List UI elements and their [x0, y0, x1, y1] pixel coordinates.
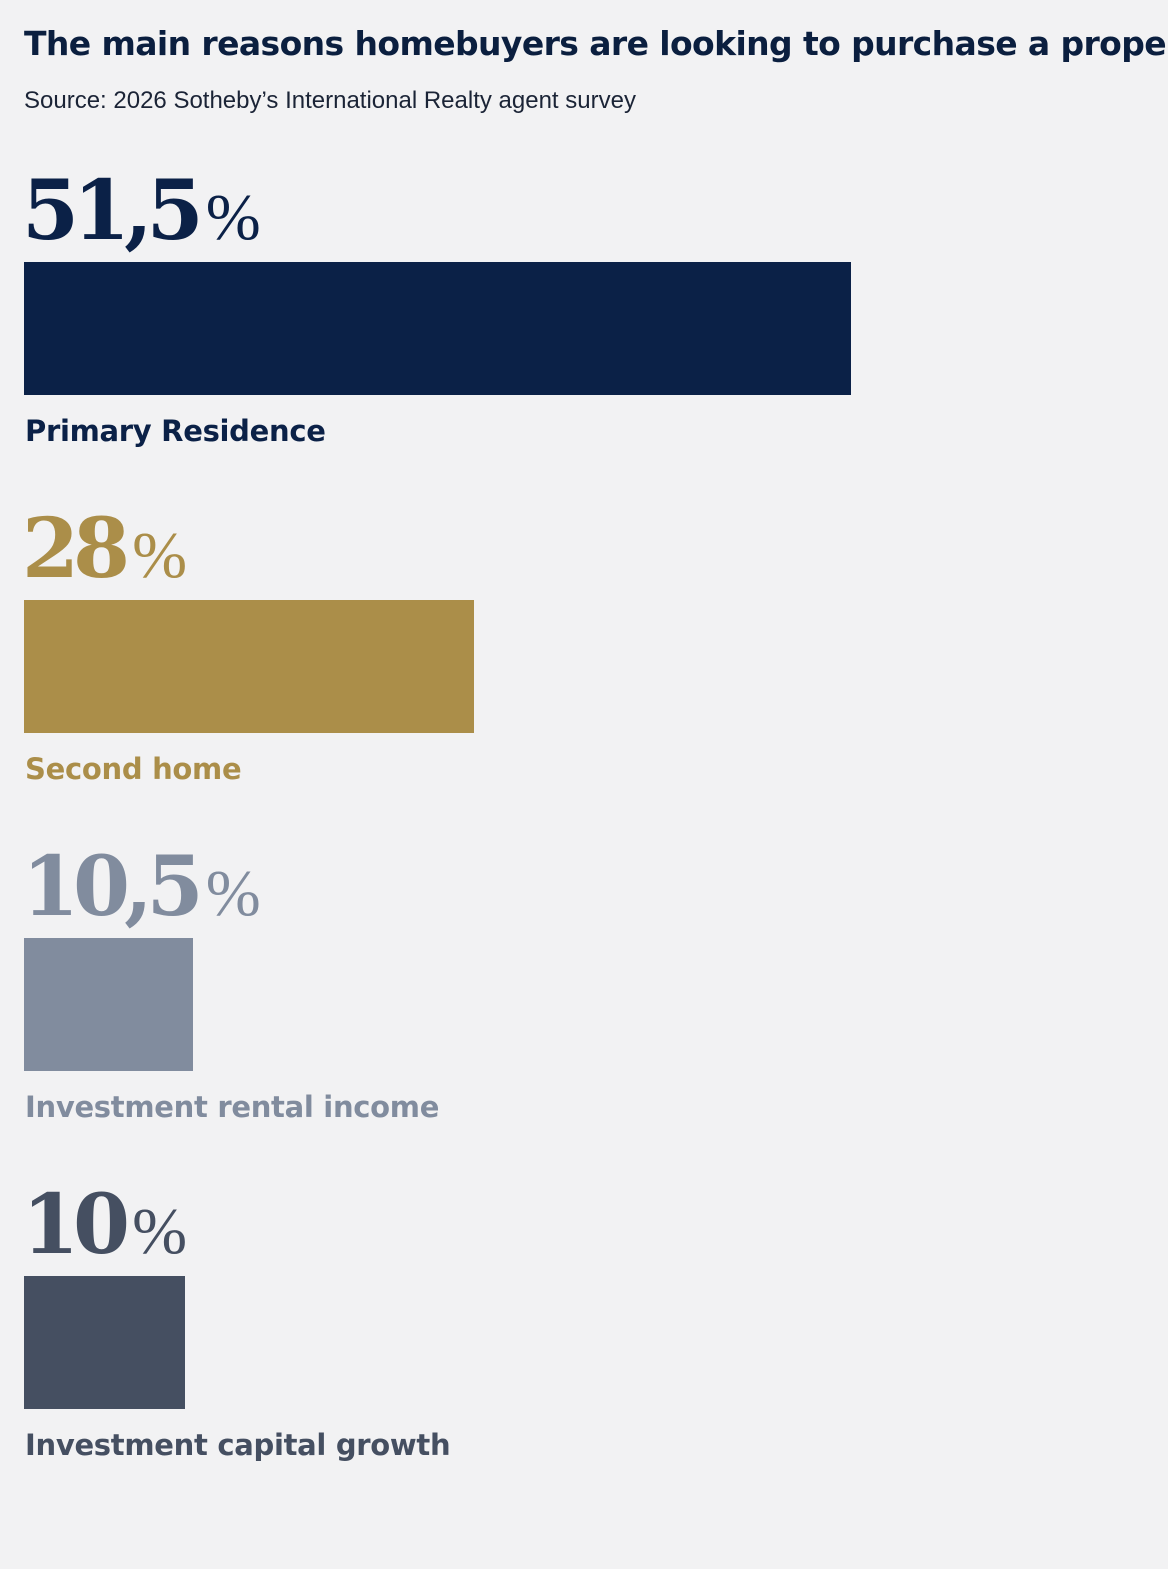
data-label: 10,5%	[22, 846, 261, 935]
chart-source: Source: 2026 Sotheby’s International Rea…	[24, 87, 636, 114]
bar-item: 10% Investment capital growth	[22, 1184, 1124, 1484]
category-label: Second home	[25, 752, 242, 786]
bar-item: 28% Second home	[22, 508, 1124, 808]
bar	[24, 600, 474, 733]
category-label: Investment capital growth	[25, 1428, 451, 1462]
data-label-value: 10	[22, 1177, 130, 1273]
bar	[24, 1276, 185, 1409]
bar	[24, 938, 193, 1071]
data-label: 28%	[22, 508, 187, 597]
data-label-unit: %	[205, 181, 261, 254]
data-label-value: 51,5	[22, 163, 204, 259]
bar-item: 10,5% Investment rental income	[22, 846, 1124, 1146]
data-label-unit: %	[205, 857, 261, 930]
bar	[24, 262, 851, 395]
data-label: 51,5%	[22, 170, 261, 259]
data-label-value: 10,5	[22, 839, 204, 935]
data-label-unit: %	[132, 1195, 188, 1268]
chart-title: The main reasons homebuyers are looking …	[24, 24, 1168, 63]
data-label-value: 28	[22, 501, 130, 597]
bar-item: 51,5% Primary Residence	[22, 170, 1124, 470]
data-label-unit: %	[132, 519, 188, 592]
category-label: Primary Residence	[25, 414, 326, 448]
data-label: 10%	[22, 1184, 187, 1273]
category-label: Investment rental income	[25, 1090, 440, 1124]
